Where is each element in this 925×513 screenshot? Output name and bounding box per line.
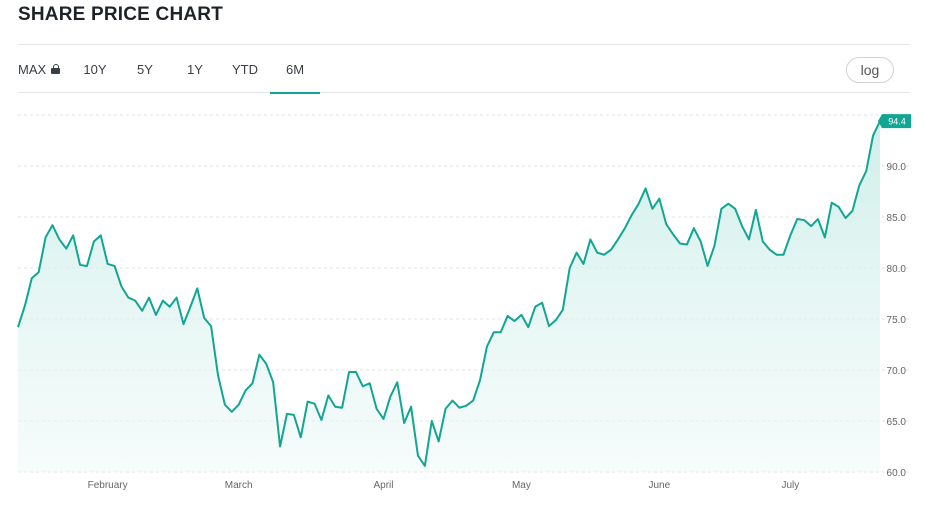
y-tick-label: 85.0 xyxy=(887,213,907,224)
y-tick-label: 70.0 xyxy=(887,366,907,377)
price-line[interactable] xyxy=(17,120,881,467)
tab-max-label: MAX xyxy=(18,61,47,77)
tab-6m[interactable]: 6M xyxy=(270,45,320,94)
tab-10y[interactable]: 10Y xyxy=(83,61,107,77)
tab-1y[interactable]: 1Y xyxy=(187,61,203,77)
x-tick-label: March xyxy=(225,480,253,491)
page-title: SHARE PRICE CHART xyxy=(18,4,224,25)
y-tick-label: 65.0 xyxy=(887,417,907,428)
share-price-chart: 60.0 65.0 70.0 75.0 80.0 85.0 90.0 February Mar… xyxy=(17,114,911,491)
last-value-label: 94.4 xyxy=(888,117,906,127)
tab-5y[interactable]: 5Y xyxy=(137,61,153,77)
tab-max[interactable]: MAX xyxy=(18,45,70,93)
y-tick-label: 80.0 xyxy=(887,264,907,275)
lock-icon xyxy=(51,64,61,74)
x-tick-label: June xyxy=(648,480,670,491)
x-tick-label: May xyxy=(512,480,531,491)
last-value-badge xyxy=(878,114,911,129)
price-area-fill xyxy=(18,121,880,473)
tab-ytd[interactable]: YTD xyxy=(232,61,258,77)
x-tick-label: April xyxy=(373,480,393,491)
log-scale-button[interactable]: log xyxy=(846,57,894,83)
x-tick-label: July xyxy=(781,480,799,491)
y-tick-label: 75.0 xyxy=(887,315,907,326)
y-tick-label: 90.0 xyxy=(887,162,907,173)
y-tick-label: 60.0 xyxy=(887,468,907,479)
range-tabs: MAX 10Y 5Y 1Y YTD 6M xyxy=(18,45,320,94)
x-tick-label: February xyxy=(88,480,128,491)
chart-toolbar: MAX 10Y 5Y 1Y YTD 6M log xyxy=(18,44,910,94)
